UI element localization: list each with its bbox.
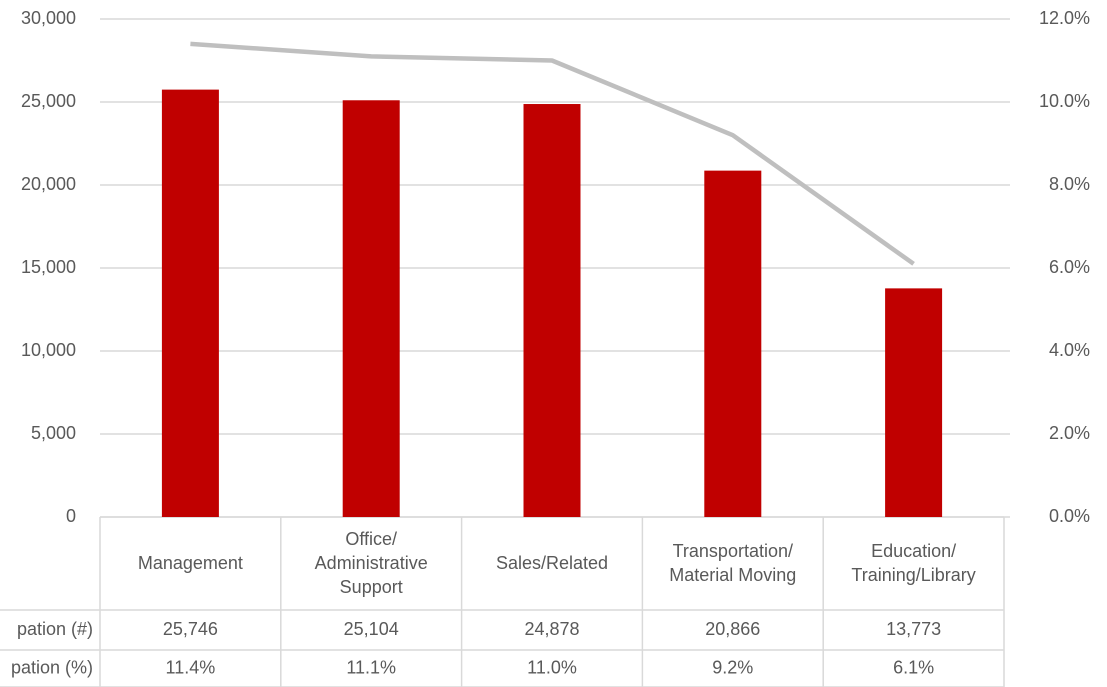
table-value: 9.2% <box>712 657 753 677</box>
y2-tick-label: 2.0% <box>1049 423 1090 443</box>
x-tick-label: Sales/Related <box>496 553 608 573</box>
bar <box>342 100 400 518</box>
y2-tick-label: 0.0% <box>1049 506 1090 526</box>
y-tick-label: 5,000 <box>31 423 76 443</box>
x-tick-label: Office/Administrative Support <box>315 529 428 597</box>
y2-tick-label: 6.0% <box>1049 257 1090 277</box>
y-tick-label: 20,000 <box>21 174 76 194</box>
table-value: 20,866 <box>705 619 760 639</box>
table-value: 11.4% <box>166 657 216 677</box>
y2-tick-label: 12.0% <box>1039 8 1090 28</box>
legend-label: pation (%) <box>11 657 93 677</box>
line <box>190 41 915 266</box>
y2-tick-label: 4.0% <box>1049 340 1090 360</box>
table-value: 13,773 <box>886 619 941 639</box>
table-value: 25,104 <box>344 619 399 639</box>
x-tick-label: Education/Training/Library <box>851 541 975 585</box>
y-tick-label: 25,000 <box>21 91 76 111</box>
y2-tick-label: 10.0% <box>1039 91 1090 111</box>
table-value: 11.0% <box>527 657 577 677</box>
bar <box>161 89 219 518</box>
bar <box>704 170 762 518</box>
x-tick-label: Management <box>138 553 243 573</box>
table-value: 25,746 <box>163 619 218 639</box>
table-value: 24,878 <box>524 619 579 639</box>
y-tick-label: 15,000 <box>21 257 76 277</box>
legend-label: pation (#) <box>17 619 93 639</box>
table-value: 6.1% <box>893 657 934 677</box>
table-value: 11.1% <box>346 657 396 677</box>
y-tick-label: 0 <box>66 506 76 526</box>
bar <box>523 104 581 517</box>
y-tick-label: 10,000 <box>21 340 76 360</box>
bar <box>885 288 943 517</box>
y2-tick-label: 8.0% <box>1049 174 1090 194</box>
y-tick-label: 30,000 <box>21 8 76 28</box>
x-tick-label: Transportation/Material Moving <box>669 541 796 585</box>
